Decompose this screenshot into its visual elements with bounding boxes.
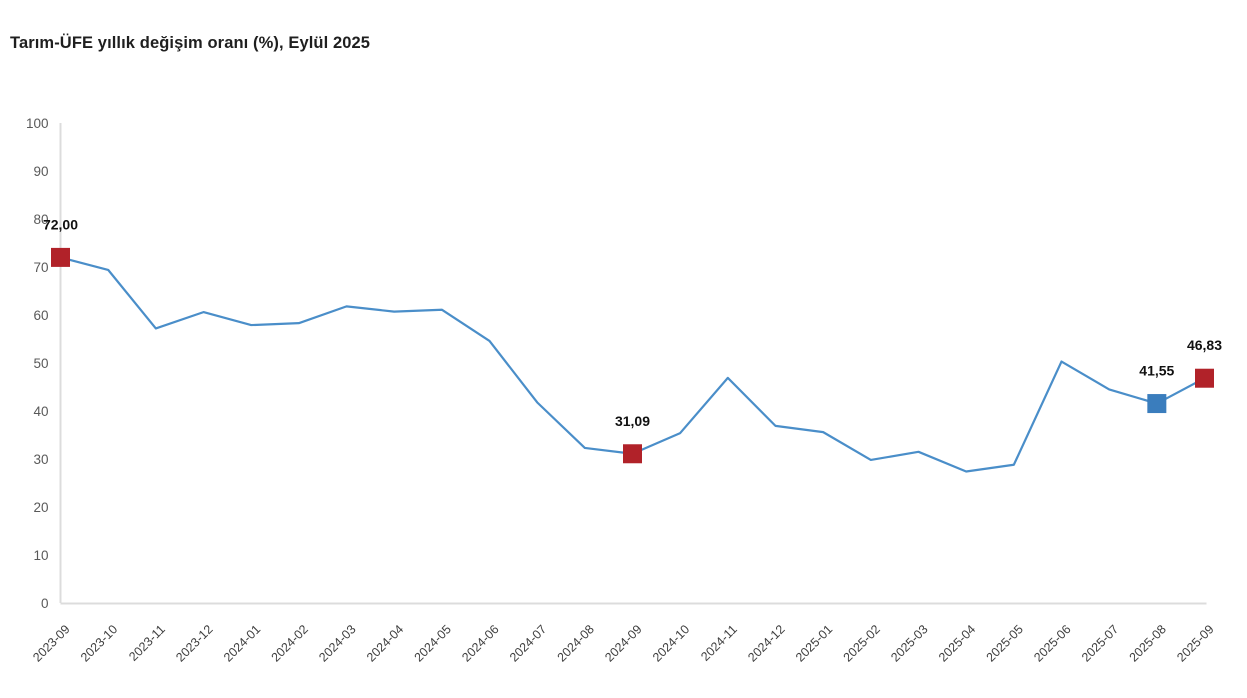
- x-tick-label: 2024-06: [459, 622, 501, 664]
- x-tick-label: 2024-07: [507, 622, 549, 664]
- y-tick-label: 80: [33, 212, 48, 227]
- x-tick-label: 2025-03: [888, 622, 930, 664]
- x-tick-label: 2024-01: [221, 622, 263, 664]
- x-tick-label: 2024-04: [364, 622, 406, 664]
- x-tick-label: 2024-03: [316, 622, 358, 664]
- x-tick-label: 2025-08: [1127, 622, 1169, 664]
- data-label-2024-09: 31,09: [615, 413, 650, 429]
- x-tick-label: 2025-01: [793, 622, 835, 664]
- x-tick-label: 2024-12: [745, 622, 787, 664]
- data-label-2025-09: 46,83: [1187, 337, 1222, 353]
- x-tick-label: 2024-09: [602, 622, 644, 664]
- chart-title: Tarım-ÜFE yıllık değişim oranı (%), Eylü…: [10, 34, 371, 52]
- marker-2023-09: [51, 247, 70, 267]
- y-tick-label: 10: [33, 548, 48, 563]
- x-tick-label: 2023-09: [30, 622, 72, 664]
- x-tick-label: 2025-06: [1031, 622, 1073, 664]
- y-tick-label: 0: [41, 596, 49, 611]
- y-tick-label: 20: [33, 500, 48, 515]
- y-tick-label: 40: [33, 404, 48, 419]
- x-tick-label: 2023-12: [173, 622, 215, 664]
- series-line: [60, 256, 1206, 473]
- x-tick-label: 2025-04: [936, 622, 978, 664]
- x-tick-label: 2025-02: [841, 622, 883, 664]
- x-tick-label: 2023-10: [78, 622, 120, 664]
- data-label-2023-09: 72,00: [43, 216, 78, 232]
- y-tick-label: 70: [33, 260, 48, 275]
- y-tick-label: 30: [33, 452, 48, 467]
- y-tick-label: 50: [33, 356, 48, 371]
- x-tick-label: 2025-05: [984, 622, 1026, 664]
- x-tick-label: 2025-07: [1079, 622, 1121, 664]
- marker-2024-09: [623, 444, 642, 464]
- y-tick-label: 90: [33, 164, 48, 179]
- x-tick-label: 2023-11: [126, 622, 168, 664]
- marker-2025-08: [1147, 394, 1167, 414]
- marker-2025-09: [1195, 368, 1214, 388]
- x-tick-label: 2024-11: [698, 622, 740, 664]
- x-tick-label: 2024-10: [650, 622, 692, 664]
- data-label-2025-08: 41,55: [1139, 363, 1174, 379]
- x-tick-label: 2025-09: [1174, 622, 1216, 664]
- x-tick-label: 2024-08: [555, 622, 597, 664]
- x-tick-label: 2024-05: [412, 622, 454, 664]
- y-tick-label: 100: [26, 116, 49, 131]
- x-tick-label: 2024-02: [269, 622, 311, 664]
- y-tick-label: 60: [33, 308, 48, 323]
